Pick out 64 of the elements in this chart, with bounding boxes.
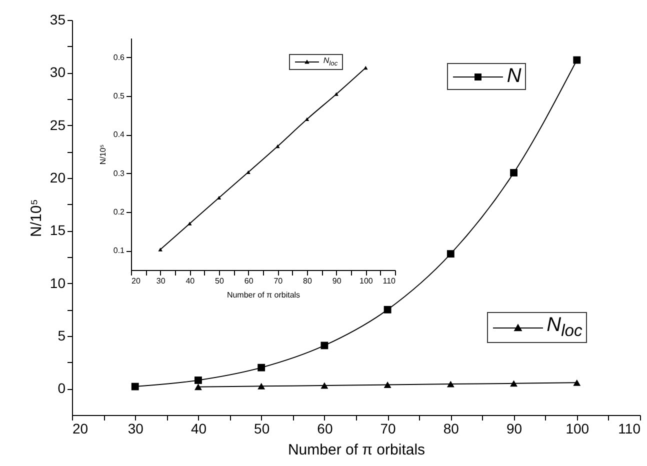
y-tick-label: 35	[50, 12, 66, 28]
x-tick-label: 50	[254, 420, 270, 436]
y-tick-label: 0.1	[113, 246, 126, 256]
point	[510, 169, 518, 176]
y-axis-title: N/10⁵	[28, 199, 45, 237]
x-axis-title: Number of π orbitals	[226, 290, 300, 300]
y-tick-label: 5	[58, 328, 66, 344]
x-tick-label: 30	[156, 276, 166, 286]
y-tick-label: 30	[50, 64, 66, 80]
point	[320, 342, 328, 350]
point	[573, 379, 581, 386]
x-tick-label: 90	[332, 276, 342, 286]
x-tick-label: 90	[506, 420, 522, 436]
x-tick-label: 70	[274, 276, 284, 286]
point	[216, 196, 222, 200]
y-tick-label: 0.2	[113, 208, 126, 216]
point	[131, 382, 139, 390]
x-tick-label: 110	[618, 420, 641, 436]
y-tick-label: 0	[58, 380, 66, 396]
x-tick-label: 100	[566, 420, 590, 436]
x-tick-label: 110	[382, 276, 396, 286]
y-tick-label: 25	[50, 116, 66, 133]
y-tick-label: 15	[50, 222, 66, 238]
y-tick-label: 0.3	[113, 168, 126, 178]
x-tick-label: 100	[359, 276, 374, 286]
x-axis-title: Number of π orbitals	[288, 442, 426, 458]
x-tick-label: 50	[215, 276, 224, 286]
point	[320, 382, 328, 389]
point	[446, 250, 454, 258]
point	[246, 170, 250, 174]
point	[573, 56, 581, 64]
x-tick-label: 80	[443, 420, 460, 436]
x-tick-label: 60	[317, 420, 333, 436]
x-tick-label: 20	[72, 420, 88, 436]
point	[304, 117, 310, 122]
point	[384, 306, 392, 314]
y-tick-label: 0.6	[113, 52, 126, 62]
point	[276, 144, 280, 148]
point	[334, 92, 338, 96]
y-tick-label: 0.4	[113, 130, 126, 140]
x-tick-label: 30	[128, 420, 144, 436]
x-tick-label: 20	[132, 276, 141, 286]
y-axis-title: N/10⁵	[98, 144, 108, 165]
point	[510, 380, 518, 387]
x-tick-label: 70	[380, 420, 396, 436]
y-tick-label: 0.5	[113, 92, 126, 100]
point	[158, 248, 162, 252]
x-tick-label: 60	[244, 276, 254, 286]
legend-label: N$_{loc}$	[546, 314, 582, 342]
y-tick-label: 10	[50, 274, 66, 291]
y-tick-label: 20	[50, 170, 66, 186]
point	[258, 364, 266, 372]
point	[194, 384, 202, 390]
point	[384, 382, 392, 388]
point	[188, 222, 192, 226]
point	[364, 66, 368, 70]
point	[194, 376, 202, 384]
point	[446, 380, 454, 388]
x-tick-label: 40	[190, 420, 207, 436]
x-tick-label: 80	[303, 276, 312, 286]
legend-label: N$_{loc}$	[323, 56, 338, 68]
point	[258, 382, 266, 390]
legend-label: N	[506, 65, 522, 88]
x-tick-label: 40	[186, 276, 196, 286]
